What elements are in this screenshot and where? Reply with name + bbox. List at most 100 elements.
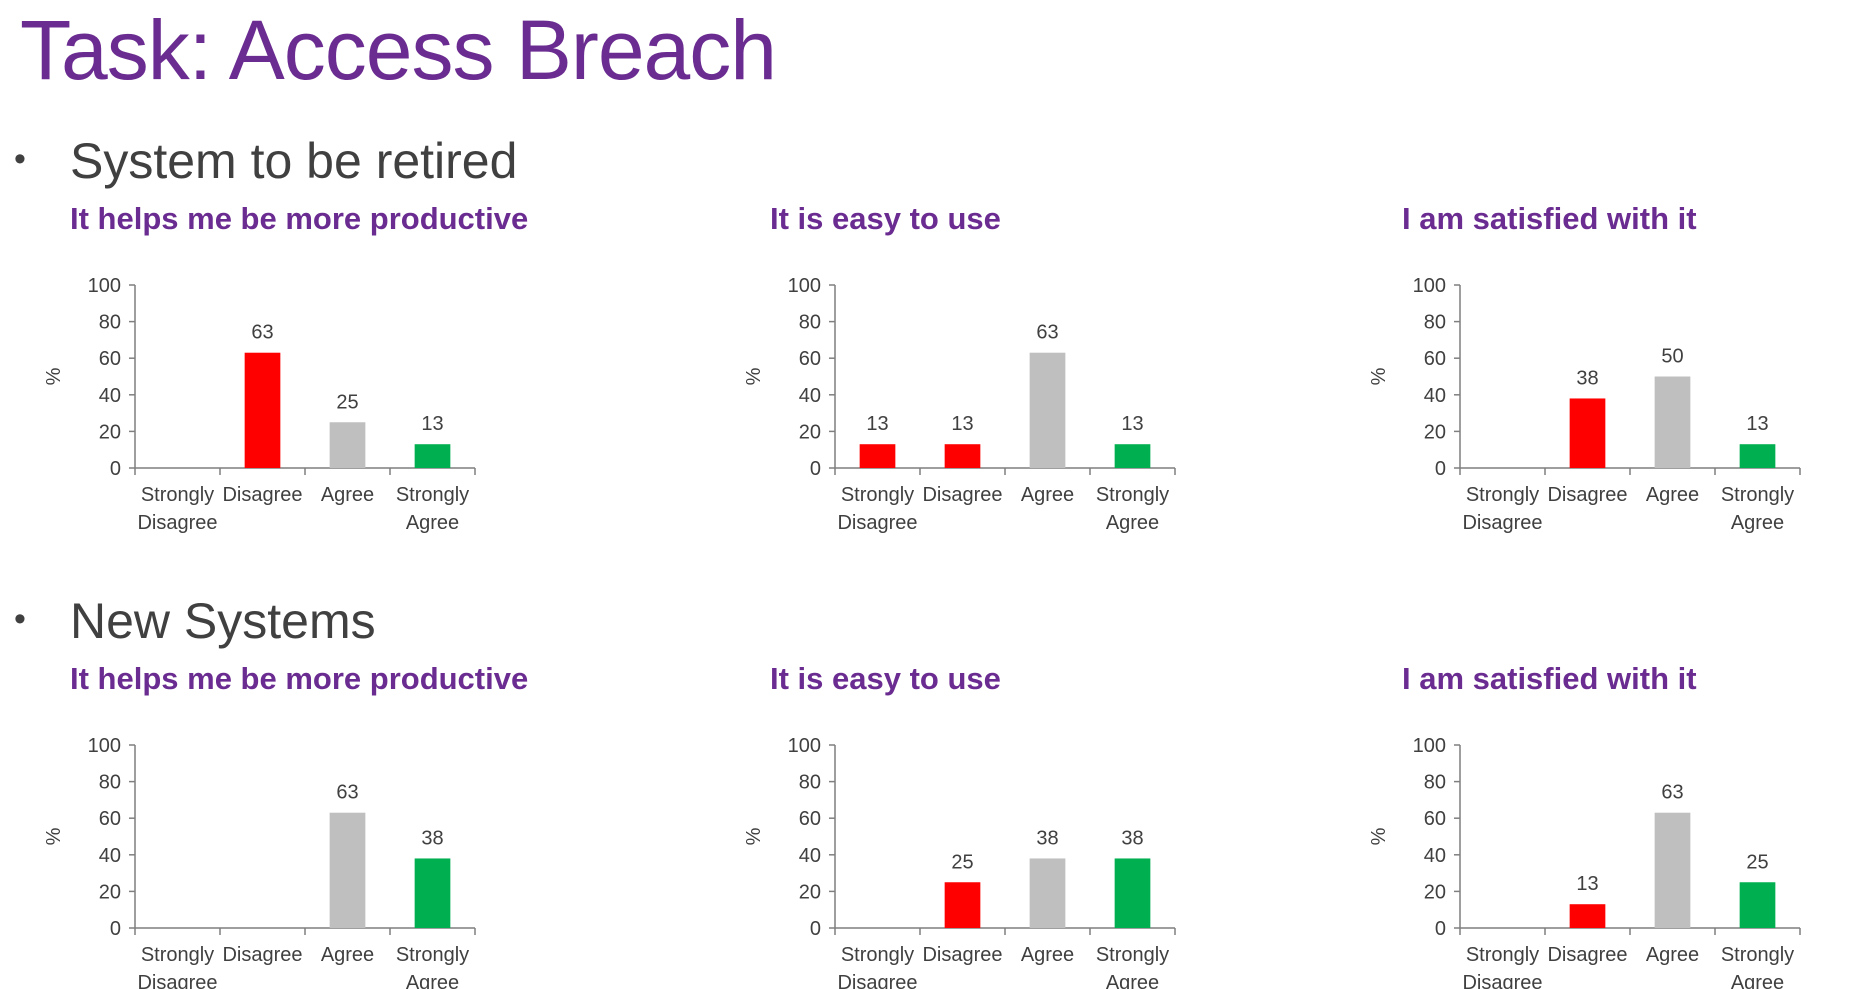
y-tick-label: 100 [1413, 735, 1446, 757]
y-tick-label: 40 [799, 385, 821, 407]
x-tick-label: Disagree [1462, 512, 1542, 534]
x-tick-label: Strongly [141, 484, 214, 506]
x-tick-label: Disagree [137, 512, 217, 534]
x-tick-label: Disagree [222, 484, 302, 506]
x-tick-label: Agree [321, 484, 374, 506]
y-tick-label: 60 [99, 808, 121, 830]
data-label: 13 [866, 413, 888, 435]
x-tick-label: Strongly [1721, 944, 1794, 966]
y-axis-label: % [1368, 827, 1390, 845]
y-tick-label: 20 [799, 421, 821, 443]
x-tick-label: Strongly [1721, 484, 1794, 506]
x-tick-label: Strongly [1466, 484, 1539, 506]
x-tick-label: Strongly [841, 944, 914, 966]
y-tick-label: 20 [1424, 421, 1446, 443]
x-tick-label: Disagree [137, 972, 217, 989]
x-tick-label: Agree [1731, 512, 1784, 534]
chart-retired-satisfied: 0 20 40 60 80 100% Strongly Disagree Disagree 38 A… [1365, 268, 1801, 534]
chart-new-easy: 0 20 40 60 80 100% Strongly Disagree Disagree 25 A… [740, 728, 1176, 989]
y-tick-label: 20 [799, 881, 821, 903]
chart-title-new-easy: It is easy to use [770, 661, 1001, 696]
chart-retired-productive: 0 20 40 60 80 100% Strongly Disagree Disagree 63 A… [40, 268, 476, 534]
data-label: 25 [336, 391, 358, 413]
bar-chart-svg: 0 20 40 60 80 100% Strongly Disagree Disagree 25 A… [743, 735, 1176, 989]
data-label: 25 [951, 851, 973, 873]
data-label: 13 [421, 413, 443, 435]
chart-title-retired-easy: It is easy to use [770, 201, 1001, 236]
bar [859, 444, 896, 468]
x-tick-label: Disagree [837, 972, 917, 989]
y-tick-label: 40 [99, 845, 121, 867]
data-label: 63 [336, 782, 358, 804]
y-axis-label: % [743, 367, 765, 385]
y-tick-label: 60 [99, 348, 121, 370]
bullet-icon: • [14, 600, 26, 638]
bar [944, 444, 981, 468]
x-tick-label: Strongly [141, 944, 214, 966]
page-title: Task: Access Breach [20, 3, 777, 97]
bar-chart-svg: 0 20 40 60 80 100% Strongly Disagree 13 Disagree 1… [743, 275, 1176, 534]
y-tick-label: 80 [99, 772, 121, 794]
bar [1654, 376, 1691, 468]
data-label: 25 [1746, 851, 1768, 873]
bar [1569, 904, 1606, 928]
bar [1569, 398, 1606, 468]
section-heading-retired: • System to be retired [14, 136, 517, 186]
x-tick-label: Agree [1021, 944, 1074, 966]
chart-title-retired-satisfied: I am satisfied with it [1402, 201, 1697, 236]
bar [329, 422, 366, 468]
y-tick-label: 60 [1424, 348, 1446, 370]
x-tick-label: Agree [1106, 972, 1159, 989]
x-tick-label: Agree [1646, 944, 1699, 966]
y-tick-label: 80 [1424, 312, 1446, 334]
y-tick-label: 0 [810, 918, 821, 940]
x-tick-label: Strongly [1096, 484, 1169, 506]
y-tick-label: 40 [99, 385, 121, 407]
data-label: 63 [1036, 322, 1058, 344]
y-tick-label: 60 [799, 808, 821, 830]
x-tick-label: Agree [321, 944, 374, 966]
y-tick-label: 0 [1435, 458, 1446, 480]
data-label: 13 [951, 413, 973, 435]
y-tick-label: 60 [1424, 808, 1446, 830]
chart-new-satisfied: 0 20 40 60 80 100% Strongly Disagree Disagree 13 A… [1365, 728, 1801, 989]
bar [414, 444, 451, 468]
data-label: 13 [1746, 413, 1768, 435]
section-heading-new: • New Systems [14, 596, 376, 646]
chart-new-productive: 0 20 40 60 80 100% Strongly Disagree Disagree Agr… [40, 728, 476, 989]
x-tick-label: Disagree [1547, 484, 1627, 506]
y-tick-label: 80 [799, 772, 821, 794]
bar-chart-svg: 0 20 40 60 80 100% Strongly Disagree Disagree Agr… [43, 735, 476, 989]
bar [244, 352, 281, 468]
chart-title-new-productive: It helps me be more productive [70, 661, 529, 696]
y-axis-label: % [743, 827, 765, 845]
x-tick-label: Agree [1021, 484, 1074, 506]
chart-title-new-satisfied: I am satisfied with it [1402, 661, 1697, 696]
x-tick-label: Disagree [922, 484, 1002, 506]
x-tick-label: Agree [406, 512, 459, 534]
bar [1114, 444, 1151, 468]
x-tick-label: Strongly [1096, 944, 1169, 966]
y-tick-label: 100 [88, 275, 121, 297]
bar [1029, 858, 1066, 928]
data-label: 38 [1036, 827, 1058, 849]
bar [329, 812, 366, 928]
y-tick-label: 20 [99, 421, 121, 443]
y-tick-label: 40 [799, 845, 821, 867]
section-heading-text: System to be retired [70, 133, 518, 189]
y-tick-label: 20 [99, 881, 121, 903]
x-tick-label: Strongly [1466, 944, 1539, 966]
y-tick-label: 100 [788, 735, 821, 757]
bar [414, 858, 451, 928]
chart-title-retired-productive: It helps me be more productive [70, 201, 529, 236]
data-label: 63 [251, 322, 273, 344]
bar [1739, 882, 1776, 928]
bar [1654, 812, 1691, 928]
x-tick-label: Disagree [222, 944, 302, 966]
x-tick-label: Disagree [837, 512, 917, 534]
x-tick-label: Agree [1731, 972, 1784, 989]
y-tick-label: 0 [110, 918, 121, 940]
x-tick-label: Agree [1106, 512, 1159, 534]
